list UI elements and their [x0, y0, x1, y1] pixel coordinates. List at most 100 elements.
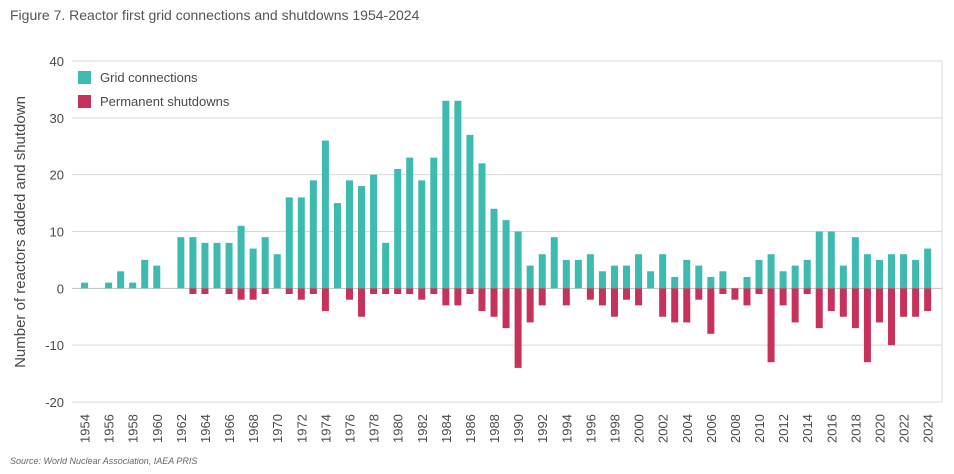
shutdown-bar: [430, 288, 438, 295]
shutdown-bar: [888, 288, 896, 346]
grid-connection-bar: [466, 134, 474, 289]
grid-connection-bar: [550, 237, 558, 289]
x-tick-label: 1956: [102, 414, 117, 443]
grid-connection-bar: [815, 231, 823, 289]
x-tick-label: 2014: [800, 414, 815, 443]
x-tick-label: 2022: [897, 414, 912, 443]
grid-connection-bar: [526, 265, 534, 289]
x-tick-label: 1962: [174, 414, 189, 443]
grid-connection-bar: [418, 180, 426, 289]
x-tick-label: 1982: [415, 414, 430, 443]
grid-connection-bar: [430, 157, 438, 289]
shutdown-bar: [538, 288, 546, 306]
grid-connection-bar: [610, 265, 618, 289]
grid-connection-bar: [635, 254, 643, 289]
grid-connection-bar: [261, 237, 269, 289]
grid-connection-bar: [358, 186, 366, 289]
y-tick-label: 20: [50, 168, 64, 183]
grid-connection-bar: [273, 254, 281, 289]
shutdown-bar: [598, 288, 606, 306]
shutdown-bar: [490, 288, 498, 317]
shutdown-bar: [345, 288, 353, 300]
grid-connection-bar: [803, 259, 811, 289]
x-tick-label: 2016: [824, 414, 839, 443]
x-tick-label: 1968: [246, 414, 261, 443]
grid-connection-bar: [767, 254, 775, 289]
shutdown-bar: [526, 288, 534, 323]
grid-connection-bar: [743, 276, 751, 289]
chart-title: Figure 7. Reactor first grid connections…: [10, 7, 420, 23]
x-tick-label: 1980: [391, 414, 406, 443]
shutdown-bar: [249, 288, 257, 300]
y-axis-ticks: 40 30 20 10 0 -10 -20: [45, 54, 64, 410]
x-tick-label: 1972: [294, 414, 309, 443]
grid-connection-bar: [900, 254, 908, 289]
shutdown-bar: [586, 288, 594, 300]
shutdown-bar: [189, 288, 197, 295]
grid-connection-bar: [647, 271, 655, 289]
shutdown-bar: [791, 288, 799, 323]
grid-connection-bar: [442, 100, 450, 289]
shutdown-bar: [635, 288, 643, 306]
x-tick-label: 1958: [126, 414, 141, 443]
shutdown-bar: [225, 288, 233, 295]
grid-connection-bar: [851, 237, 859, 289]
shutdown-bar: [924, 288, 932, 312]
grid-connection-bar: [924, 248, 932, 289]
x-tick-label: 2002: [656, 414, 671, 443]
shutdown-bar: [671, 288, 679, 323]
grid-connection-bar: [189, 237, 197, 289]
bars: [81, 100, 932, 368]
x-tick-label: 1984: [439, 414, 454, 443]
grid-connection-bar: [490, 208, 498, 289]
shutdown-bar: [863, 288, 871, 363]
shutdown-bar: [683, 288, 691, 323]
grid-connection-bar: [695, 265, 703, 289]
legend-label-permanent-shutdowns: Permanent shutdowns: [100, 94, 230, 109]
y-tick-label: 30: [50, 111, 64, 126]
grid-connection-bar: [117, 271, 125, 289]
shutdown-bar: [406, 288, 414, 295]
x-axis-ticks: 1954 1956 1958 1960 1962 1964 1966 1968 1970 1972…: [78, 414, 936, 443]
y-tick-label: 40: [50, 54, 64, 69]
grid-connection-bar: [839, 265, 847, 289]
shutdown-bar: [502, 288, 510, 329]
x-tick-label: 2024: [921, 414, 936, 443]
x-tick-label: 1954: [78, 414, 93, 443]
x-tick-label: 1970: [270, 414, 285, 443]
x-tick-label: 2006: [704, 414, 719, 443]
y-tick-label: 0: [57, 281, 64, 296]
x-tick-label: 1988: [487, 414, 502, 443]
shutdown-bar: [851, 288, 859, 329]
grid-connection-bar: [177, 237, 185, 289]
shutdown-bar: [803, 288, 811, 295]
grid-connection-bar: [671, 276, 679, 289]
grid-connection-bar: [129, 282, 137, 289]
shutdown-bar: [237, 288, 245, 300]
grid-connection-bar: [791, 265, 799, 289]
shutdown-bar: [743, 288, 751, 306]
shutdown-bar: [201, 288, 209, 295]
shutdown-bar: [466, 288, 474, 295]
grid-connection-bar: [912, 259, 920, 289]
shutdown-bar: [755, 288, 763, 295]
shutdown-bar: [442, 288, 450, 306]
x-tick-label: 1994: [559, 414, 574, 443]
x-tick-label: 1996: [583, 414, 598, 443]
grid-connection-bar: [454, 100, 462, 289]
grid-connection-bar: [598, 271, 606, 289]
grid-connection-bar: [201, 242, 209, 289]
grid-connection-bar: [153, 265, 161, 289]
x-tick-label: 1992: [535, 414, 550, 443]
x-tick-label: 2000: [632, 414, 647, 443]
x-tick-label: 2012: [776, 414, 791, 443]
x-tick-label: 1976: [342, 414, 357, 443]
grid-connection-bar: [105, 282, 113, 289]
x-tick-label: 1974: [318, 414, 333, 443]
grid-connection-bar: [406, 157, 414, 289]
legend-swatch-grid-connections: [78, 71, 91, 84]
shutdown-bar: [562, 288, 570, 306]
grid-connection-bar: [623, 265, 631, 289]
grid-connection-bar: [586, 254, 594, 289]
